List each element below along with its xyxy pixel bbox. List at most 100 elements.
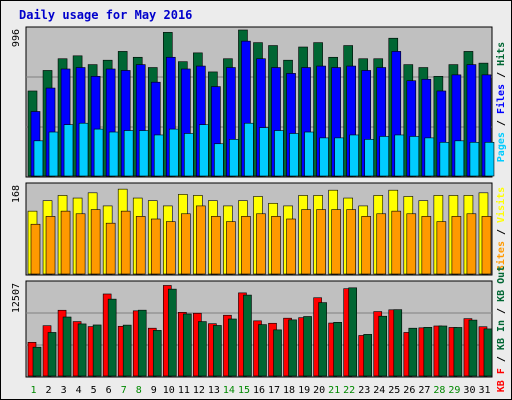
bar-hits-pages-18	[289, 133, 299, 177]
bar-hits-pages-1	[33, 140, 44, 177]
bar-kbytes-kb-in-17	[273, 329, 282, 377]
bar-hits-pages-8	[138, 130, 149, 177]
bar-hits-pages-10	[168, 128, 179, 177]
bar-visits-sites-9	[150, 218, 161, 275]
x-tick-label-14: 14	[223, 385, 235, 396]
bar-visits-sites-20	[316, 209, 326, 275]
x-tick-label-7: 7	[121, 385, 127, 396]
bar-kbytes-kb-in-12	[198, 321, 207, 377]
legend-entry-kbytes: KB In	[496, 320, 507, 350]
bar-visits-sites-25	[391, 210, 402, 275]
bar-kbytes-kb-in-16	[258, 324, 267, 377]
bar-kbytes-kb-in-10	[167, 288, 177, 377]
bar-hits-pages-19	[304, 131, 314, 177]
x-tick-label-11: 11	[178, 385, 190, 396]
bar-kbytes-kb-in-4	[77, 323, 87, 377]
bar-hits-pages-27	[424, 137, 435, 177]
bar-visits-sites-1	[30, 223, 41, 275]
bar-hits-pages-16	[259, 127, 269, 177]
bar-visits-sites-11	[181, 213, 191, 275]
bar-kbytes-kb-in-8	[137, 309, 147, 377]
bar-kbytes-kb-in-29	[453, 327, 463, 377]
x-tick-label-16: 16	[253, 385, 265, 396]
x-tick-label-22: 22	[343, 385, 355, 396]
x-tick-label-15: 15	[238, 385, 250, 396]
legend-entry-kbytes: /	[496, 302, 507, 320]
bar-visits-sites-7	[120, 210, 131, 275]
bar-visits-sites-6	[105, 222, 116, 275]
ymax-label-visits: 168	[11, 185, 22, 203]
bar-kbytes-kb-in-27	[423, 327, 433, 377]
bar-hits-pages-23	[364, 139, 375, 177]
bar-kbytes-kb-in-28	[438, 325, 448, 377]
x-tick-label-19: 19	[298, 385, 310, 396]
bar-hits-pages-17	[274, 130, 284, 177]
bar-kbytes-kb-in-11	[183, 313, 192, 377]
bar-visits-sites-14	[226, 221, 236, 275]
bar-hits-pages-26	[409, 136, 420, 177]
bar-visits-sites-2	[45, 216, 56, 275]
bar-kbytes-kb-in-2	[47, 332, 57, 377]
x-tick-label-23: 23	[358, 385, 370, 396]
x-tick-label-27: 27	[418, 385, 430, 396]
bar-hits-pages-21	[334, 137, 344, 177]
bar-visits-sites-12	[196, 205, 206, 275]
x-tick-label-25: 25	[388, 385, 400, 396]
bar-hits-pages-25	[394, 134, 405, 177]
bar-visits-sites-26	[406, 213, 417, 275]
bar-hits-pages-5	[93, 128, 104, 177]
bar-visits-sites-15	[241, 216, 251, 275]
bar-kbytes-kb-in-24	[378, 315, 388, 377]
bar-visits-sites-8	[135, 216, 146, 275]
x-tick-label-12: 12	[193, 385, 205, 396]
legend-hits: Pages / Files / Hits	[495, 42, 507, 162]
legend-entry-visits: Sites	[495, 241, 507, 271]
bar-visits-sites-28	[436, 221, 447, 275]
bar-hits-pages-2	[48, 131, 59, 177]
bar-kbytes-kb-in-1	[32, 346, 42, 377]
bar-hits-pages-30	[469, 141, 480, 177]
x-tick-label-21: 21	[328, 385, 340, 396]
legend-visits: Sites / Visits	[495, 187, 507, 271]
bar-visits-sites-16	[256, 213, 266, 275]
bar-visits-sites-5	[90, 209, 101, 275]
bar-visits-sites-19	[301, 209, 311, 275]
x-tick-label-18: 18	[283, 385, 295, 396]
x-tick-label-5: 5	[91, 385, 97, 396]
x-tick-label-26: 26	[403, 385, 415, 396]
bar-hits-pages-22	[349, 134, 359, 177]
bar-visits-sites-23	[361, 216, 372, 275]
bar-hits-pages-31	[484, 141, 495, 177]
bar-kbytes-kb-in-30	[468, 319, 478, 377]
bar-visits-sites-17	[271, 216, 281, 275]
bar-hits-pages-24	[379, 136, 390, 177]
bar-visits-sites-31	[481, 216, 492, 275]
x-tick-label-3: 3	[61, 385, 67, 396]
bar-kbytes-kb-in-9	[152, 330, 162, 377]
bar-hits-pages-4	[78, 122, 89, 177]
legend-entry-hits: Pages	[496, 132, 507, 162]
bar-kbytes-kb-in-31	[483, 328, 493, 377]
x-tick-label-6: 6	[106, 385, 112, 396]
bar-visits-sites-24	[376, 213, 387, 275]
bar-kbytes-kb-in-22	[348, 287, 357, 377]
bar-kbytes-kb-in-21	[333, 322, 342, 377]
ymax-label-kbytes: 12507	[11, 283, 22, 313]
bar-hits-pages-6	[108, 131, 119, 177]
bar-hits-pages-7	[123, 130, 134, 177]
bar-kbytes-kb-in-7	[122, 324, 132, 377]
x-tick-label-9: 9	[151, 385, 157, 396]
bar-hits-pages-12	[199, 124, 209, 177]
bar-visits-sites-18	[286, 218, 296, 275]
bar-kbytes-kb-in-20	[318, 302, 327, 377]
x-tick-label-10: 10	[163, 385, 175, 396]
bar-visits-sites-13	[211, 216, 221, 275]
x-tick-label-13: 13	[208, 385, 220, 396]
bar-hits-pages-3	[63, 124, 74, 177]
legend-entry-hits: /	[496, 114, 507, 132]
bar-kbytes-kb-in-3	[62, 316, 72, 377]
legend-entry-visits: /	[496, 223, 507, 241]
bar-kbytes-kb-in-23	[363, 334, 373, 377]
bar-visits-sites-29	[451, 216, 462, 275]
